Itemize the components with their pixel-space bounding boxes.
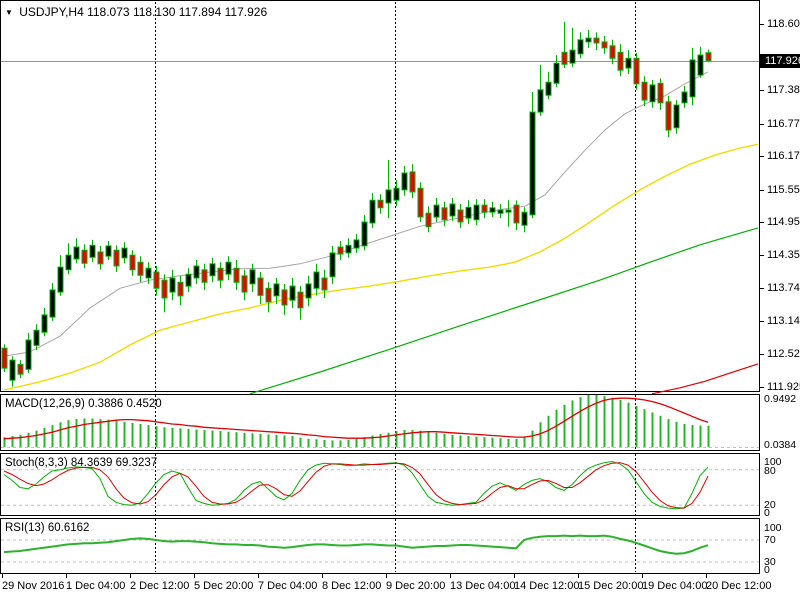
price-axis-label: 112.525: [767, 348, 800, 360]
price-axis-label: 116.170: [767, 150, 800, 162]
time-axis-label: 7 Dec 04:00: [258, 580, 318, 592]
stoch-scale-label: 80: [764, 465, 776, 477]
time-axis-label: 8 Dec 12:00: [322, 580, 382, 592]
chart-title: ▼ USDJPY,H4 118.073 118.130 117.894 117.…: [5, 5, 267, 19]
price-axis-label: 117.385: [767, 84, 800, 96]
rsi-panel[interactable]: [0, 518, 760, 574]
time-axis-label: 14 Dec 12:00: [514, 580, 580, 592]
time-axis-label: 2 Dec 12:00: [130, 580, 190, 592]
rsi-scale-label: 30: [764, 556, 776, 568]
ohlc-low: 117.894: [178, 5, 222, 19]
stoch-scale-label: 100: [764, 456, 782, 468]
stoch-scale-label: 20: [764, 499, 776, 511]
time-axis-label: 19 Dec 04:00: [642, 580, 708, 592]
price-axis-label: 118.600: [767, 18, 800, 30]
time-axis-label: 1 Dec 04:00: [66, 580, 126, 592]
price-axis-label: 111.925: [767, 381, 800, 393]
price-axis-label: 113.140: [767, 315, 800, 327]
price-axis-label: 116.770: [767, 118, 800, 130]
stoch-label: Stoch(8,3,3) 84.3639 69.3237: [5, 457, 158, 469]
macd-scale-label: 0.9492: [764, 393, 797, 405]
rsi-label: RSI(13) 60.6162: [5, 522, 90, 534]
price-axis-label: 114.955: [767, 216, 800, 228]
time-axis-label: 9 Dec 20:00: [386, 580, 446, 592]
ohlc-open: 118.073: [87, 5, 130, 19]
macd-scale-label: 0.0384: [764, 439, 797, 451]
symbol-period-label: USDJPY,H4: [19, 5, 84, 19]
current-price-box: 117.926: [760, 54, 800, 68]
time-axis-label: 5 Dec 20:00: [194, 580, 254, 592]
price-axis-label: 115.555: [767, 184, 800, 196]
ohlc-close: 117.926: [224, 5, 268, 19]
time-axis-label: 15 Dec 20:00: [578, 580, 644, 592]
time-axis-label: 29 Nov 2016: [2, 580, 65, 592]
macd-label: MACD(12,26,9) 0.3886 0.4520: [5, 398, 162, 410]
time-axis-label: 13 Dec 04:00: [450, 580, 516, 592]
price-axis-label: 113.740: [767, 282, 800, 294]
price-axis-label: 114.355: [767, 249, 800, 261]
time-axis-label: 20 Dec 12:00: [706, 580, 772, 592]
ohlc-high: 118.130: [132, 5, 176, 19]
rsi-scale-label: 70: [764, 534, 776, 546]
rsi-scale-label: 100: [764, 522, 782, 534]
rsi-scale-label: 0: [764, 564, 770, 576]
main-chart-panel[interactable]: [0, 0, 760, 392]
symbol-dropdown-triangle-icon[interactable]: ▼: [5, 8, 13, 17]
stoch-scale-label: 0: [764, 507, 770, 519]
